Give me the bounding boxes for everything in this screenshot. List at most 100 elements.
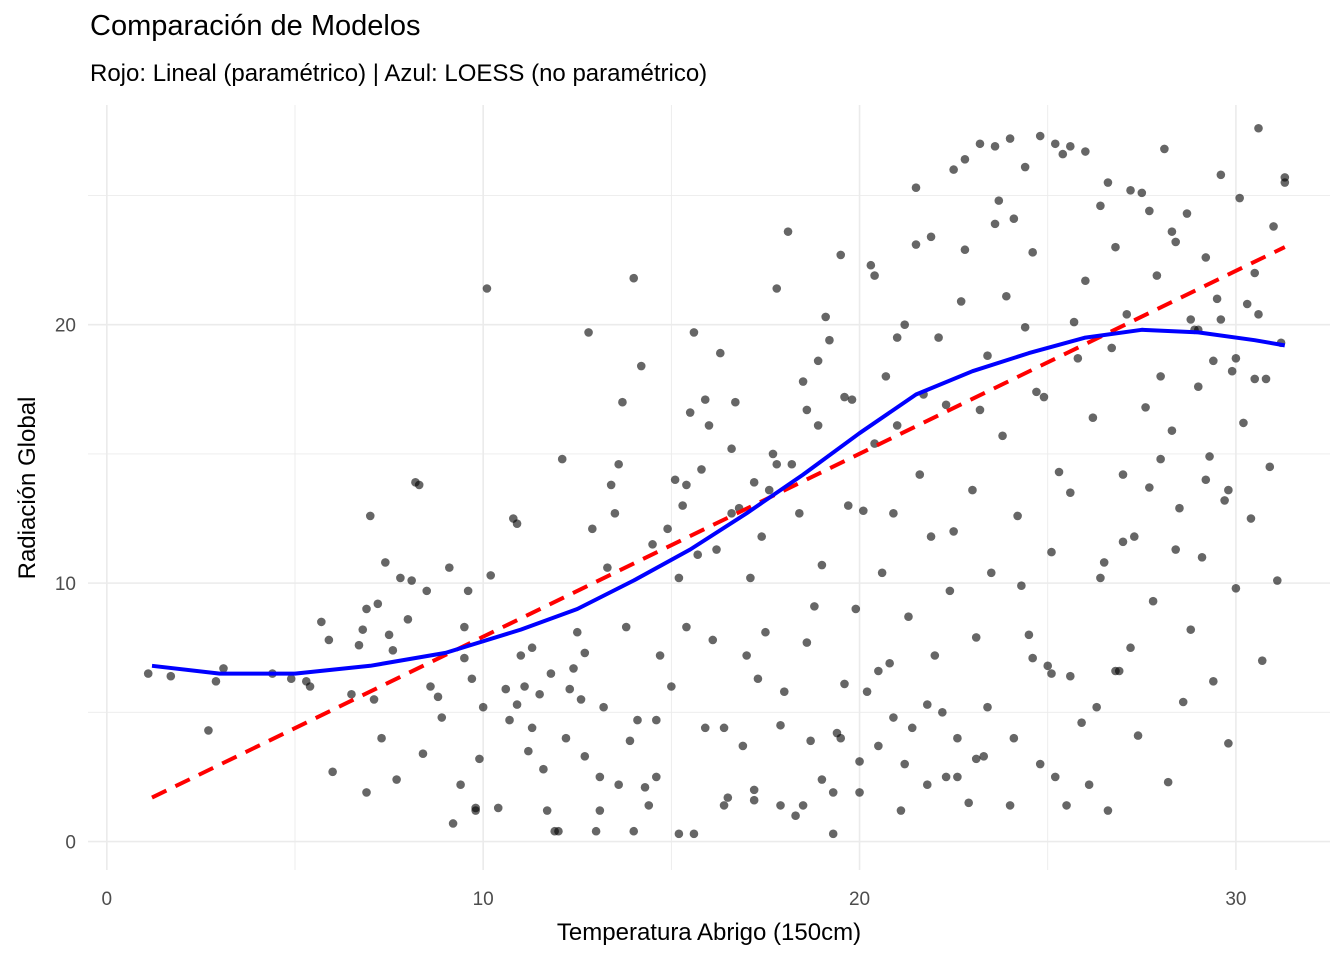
data-point [1156,372,1165,381]
data-point [840,679,849,689]
data-point [1231,353,1241,363]
data-point [520,682,529,691]
data-point [1227,366,1237,376]
y-axis-ticks: 0 10 20 [55,316,76,854]
data-point [1047,669,1056,678]
data-point [689,829,699,839]
data-point [1148,596,1158,606]
data-point [1160,144,1169,154]
data-point [636,361,646,371]
data-point [576,695,586,704]
data-point [1167,227,1177,236]
data-point [708,635,718,645]
data-point [663,524,672,534]
data-point [471,803,480,813]
data-point [512,700,522,709]
data-point [1152,271,1162,280]
data-point [810,602,819,611]
data-point [1126,185,1135,195]
data-point [874,741,883,751]
data-point [776,720,785,730]
data-point [644,801,654,810]
data-point [629,273,639,283]
data-point [1145,483,1154,492]
data-point [700,395,710,404]
data-point [806,736,815,746]
data-point [836,733,846,743]
data-point [347,689,356,699]
data-point [460,653,469,663]
data-point [1235,193,1244,203]
data-point [813,356,823,366]
data-point [764,485,774,495]
data-point [685,408,695,417]
data-point [1103,178,1113,187]
data-point [328,767,337,777]
data-point [719,723,729,733]
data-point [1103,806,1113,815]
data-point [362,788,371,797]
data-point [584,328,593,337]
data-point [911,183,921,193]
data-point [1088,413,1098,423]
data-point [1050,772,1060,782]
data-point [1054,467,1064,477]
data-point [922,780,932,790]
data-point [727,509,736,518]
data-point [392,775,401,784]
data-point [859,506,868,516]
data-point [362,604,371,614]
data-point [934,333,943,342]
data-point [407,576,416,585]
data-point [539,764,548,774]
data-point [1178,697,1188,707]
data-point [956,297,966,306]
data-point [1111,242,1120,252]
data-point [881,372,891,381]
data-point [892,421,902,430]
data-point [889,509,898,518]
data-point [968,485,977,495]
data-point [610,509,620,518]
data-point [889,713,898,722]
data-point [885,658,894,668]
data-point [561,733,571,743]
data-point [990,142,1000,151]
data-point [1254,123,1263,133]
data-point [798,377,808,386]
data-point [971,754,981,764]
data-point [904,612,913,622]
data-point [704,421,714,430]
data-point [731,397,740,407]
data-point [1013,511,1022,521]
data-point [1171,237,1180,247]
data-point [377,733,386,743]
data-point [1058,149,1068,159]
data-point [384,630,394,640]
data-point [640,782,650,792]
data-point [527,723,537,733]
data-point [1163,777,1173,787]
data-point [580,648,590,658]
data-point [1009,733,1019,743]
data-point [971,633,981,642]
data-point [437,713,447,722]
data-point [851,604,861,614]
data-point [983,351,992,360]
data-point [900,759,910,769]
data-point [749,785,759,795]
data-point [219,664,228,673]
data-point [1133,731,1143,740]
data-point [354,640,364,650]
y-tick-label: 20 [55,316,76,337]
data-point [1224,485,1233,495]
data-point [843,501,853,510]
data-point [1212,294,1222,304]
data-point [678,501,687,510]
data-point [813,421,823,430]
data-point [633,715,642,725]
data-point [1092,702,1101,712]
data-point [501,684,511,694]
data-point [949,165,958,174]
